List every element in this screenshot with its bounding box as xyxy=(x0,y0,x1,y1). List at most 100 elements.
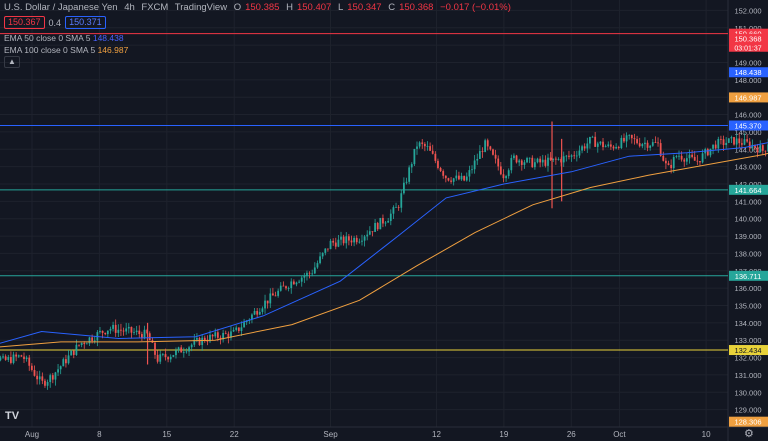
sell-button[interactable]: 150.367 xyxy=(4,16,45,29)
candle-body xyxy=(714,144,717,149)
candle-body xyxy=(65,359,67,364)
candle-body xyxy=(2,356,4,358)
price-tag-bg xyxy=(729,92,768,103)
candle-body xyxy=(368,231,371,235)
candle-body xyxy=(499,166,502,175)
y-tick-label: 130.000 xyxy=(734,388,761,397)
candle-body xyxy=(85,343,88,345)
candle-body xyxy=(277,290,280,296)
candle-body xyxy=(471,169,473,171)
candle-body xyxy=(748,141,751,148)
hline-price-tag: 145.370 xyxy=(734,121,761,130)
candle-body xyxy=(106,330,109,335)
bid-ask-row: 150.367 0.4 150.371 xyxy=(4,16,106,29)
candle-body xyxy=(463,175,466,181)
candle-body xyxy=(633,138,636,140)
candle-body xyxy=(188,347,190,352)
candle-body xyxy=(141,334,143,339)
candle-body xyxy=(699,161,701,163)
candle-body xyxy=(494,154,497,159)
candle-body xyxy=(148,333,151,341)
candle-body xyxy=(730,137,733,139)
candle-body xyxy=(465,176,468,181)
candle-body xyxy=(125,328,128,332)
candle-body xyxy=(654,142,657,143)
candle-body xyxy=(282,285,285,287)
candle-body xyxy=(510,158,513,171)
candle-body xyxy=(701,153,704,163)
candle-body xyxy=(395,207,397,208)
candle-body xyxy=(426,146,429,147)
candle-body xyxy=(382,217,384,224)
candle-body xyxy=(609,144,612,147)
candle-body xyxy=(740,143,743,145)
candle-body xyxy=(625,135,628,142)
ema100-legend[interactable]: EMA 100 close 0 SMA 5 146.987 xyxy=(4,45,128,55)
candle-body xyxy=(216,332,219,338)
candle-body xyxy=(667,163,670,165)
candle-body xyxy=(685,158,688,162)
candle-body xyxy=(117,329,120,333)
candle-body xyxy=(20,355,23,357)
candle-body xyxy=(62,359,65,367)
candle-body xyxy=(256,310,259,315)
candle-body xyxy=(353,237,356,243)
candle-body xyxy=(376,222,379,230)
candle-body xyxy=(154,342,156,355)
y-tick-label: 151.000 xyxy=(734,24,761,33)
x-tick-label: Aug xyxy=(25,430,39,439)
hline-price-tag-bg xyxy=(729,345,768,356)
price-tag: 128.306 xyxy=(734,418,761,427)
candle-body xyxy=(0,357,2,361)
candle-body xyxy=(23,356,25,360)
buy-button[interactable]: 150.371 xyxy=(65,16,106,29)
candle-body xyxy=(696,160,699,162)
candle-body xyxy=(274,295,277,297)
price-tag-bg xyxy=(729,67,768,78)
candle-body xyxy=(492,149,494,155)
ema50-legend[interactable]: EMA 50 close 0 SMA 5 148.438 xyxy=(4,33,124,43)
candle-body xyxy=(91,337,94,341)
ema50-line xyxy=(0,142,768,344)
candle-body xyxy=(397,207,400,208)
candle-body xyxy=(604,146,607,148)
y-tick-label: 131.000 xyxy=(734,371,761,380)
candle-body xyxy=(403,182,405,194)
collapse-legend-icon[interactable]: ▲ xyxy=(4,56,20,68)
candle-body xyxy=(486,140,489,147)
price-tag: 146.987 xyxy=(734,93,761,102)
candle-body xyxy=(7,357,10,360)
candle-body xyxy=(245,320,248,323)
ema50-label: EMA 50 close 0 SMA 5 xyxy=(4,33,91,43)
candle-body xyxy=(751,144,754,148)
symbol-title[interactable]: U.S. Dollar / Japanese Yen xyxy=(4,2,118,13)
candle-body xyxy=(756,147,759,153)
candle-body xyxy=(725,142,728,146)
low-value: 150.347 xyxy=(347,2,382,13)
candle-body xyxy=(389,213,392,221)
x-tick-label: 22 xyxy=(230,430,239,439)
y-tick-label: 133.000 xyxy=(734,336,761,345)
candle-body xyxy=(133,332,135,333)
candle-body xyxy=(620,137,623,149)
candle-body xyxy=(539,158,542,163)
candle-body xyxy=(327,248,329,250)
candle-body xyxy=(392,207,395,214)
candle-body xyxy=(4,356,7,360)
candle-body xyxy=(447,178,450,181)
candle-body xyxy=(497,158,500,167)
candle-body xyxy=(308,272,311,274)
candle-body xyxy=(693,156,696,161)
candle-body xyxy=(646,142,649,148)
candle-body xyxy=(300,277,303,282)
interval-label[interactable]: 4h xyxy=(124,2,135,13)
candle-body xyxy=(101,330,104,333)
candle-body xyxy=(292,281,295,285)
candle-body xyxy=(120,329,122,331)
candle-body xyxy=(644,142,646,145)
candle-body xyxy=(44,380,46,386)
candle-body xyxy=(303,276,306,278)
candle-body xyxy=(481,151,484,152)
gear-icon[interactable]: ⚙ xyxy=(744,428,754,440)
